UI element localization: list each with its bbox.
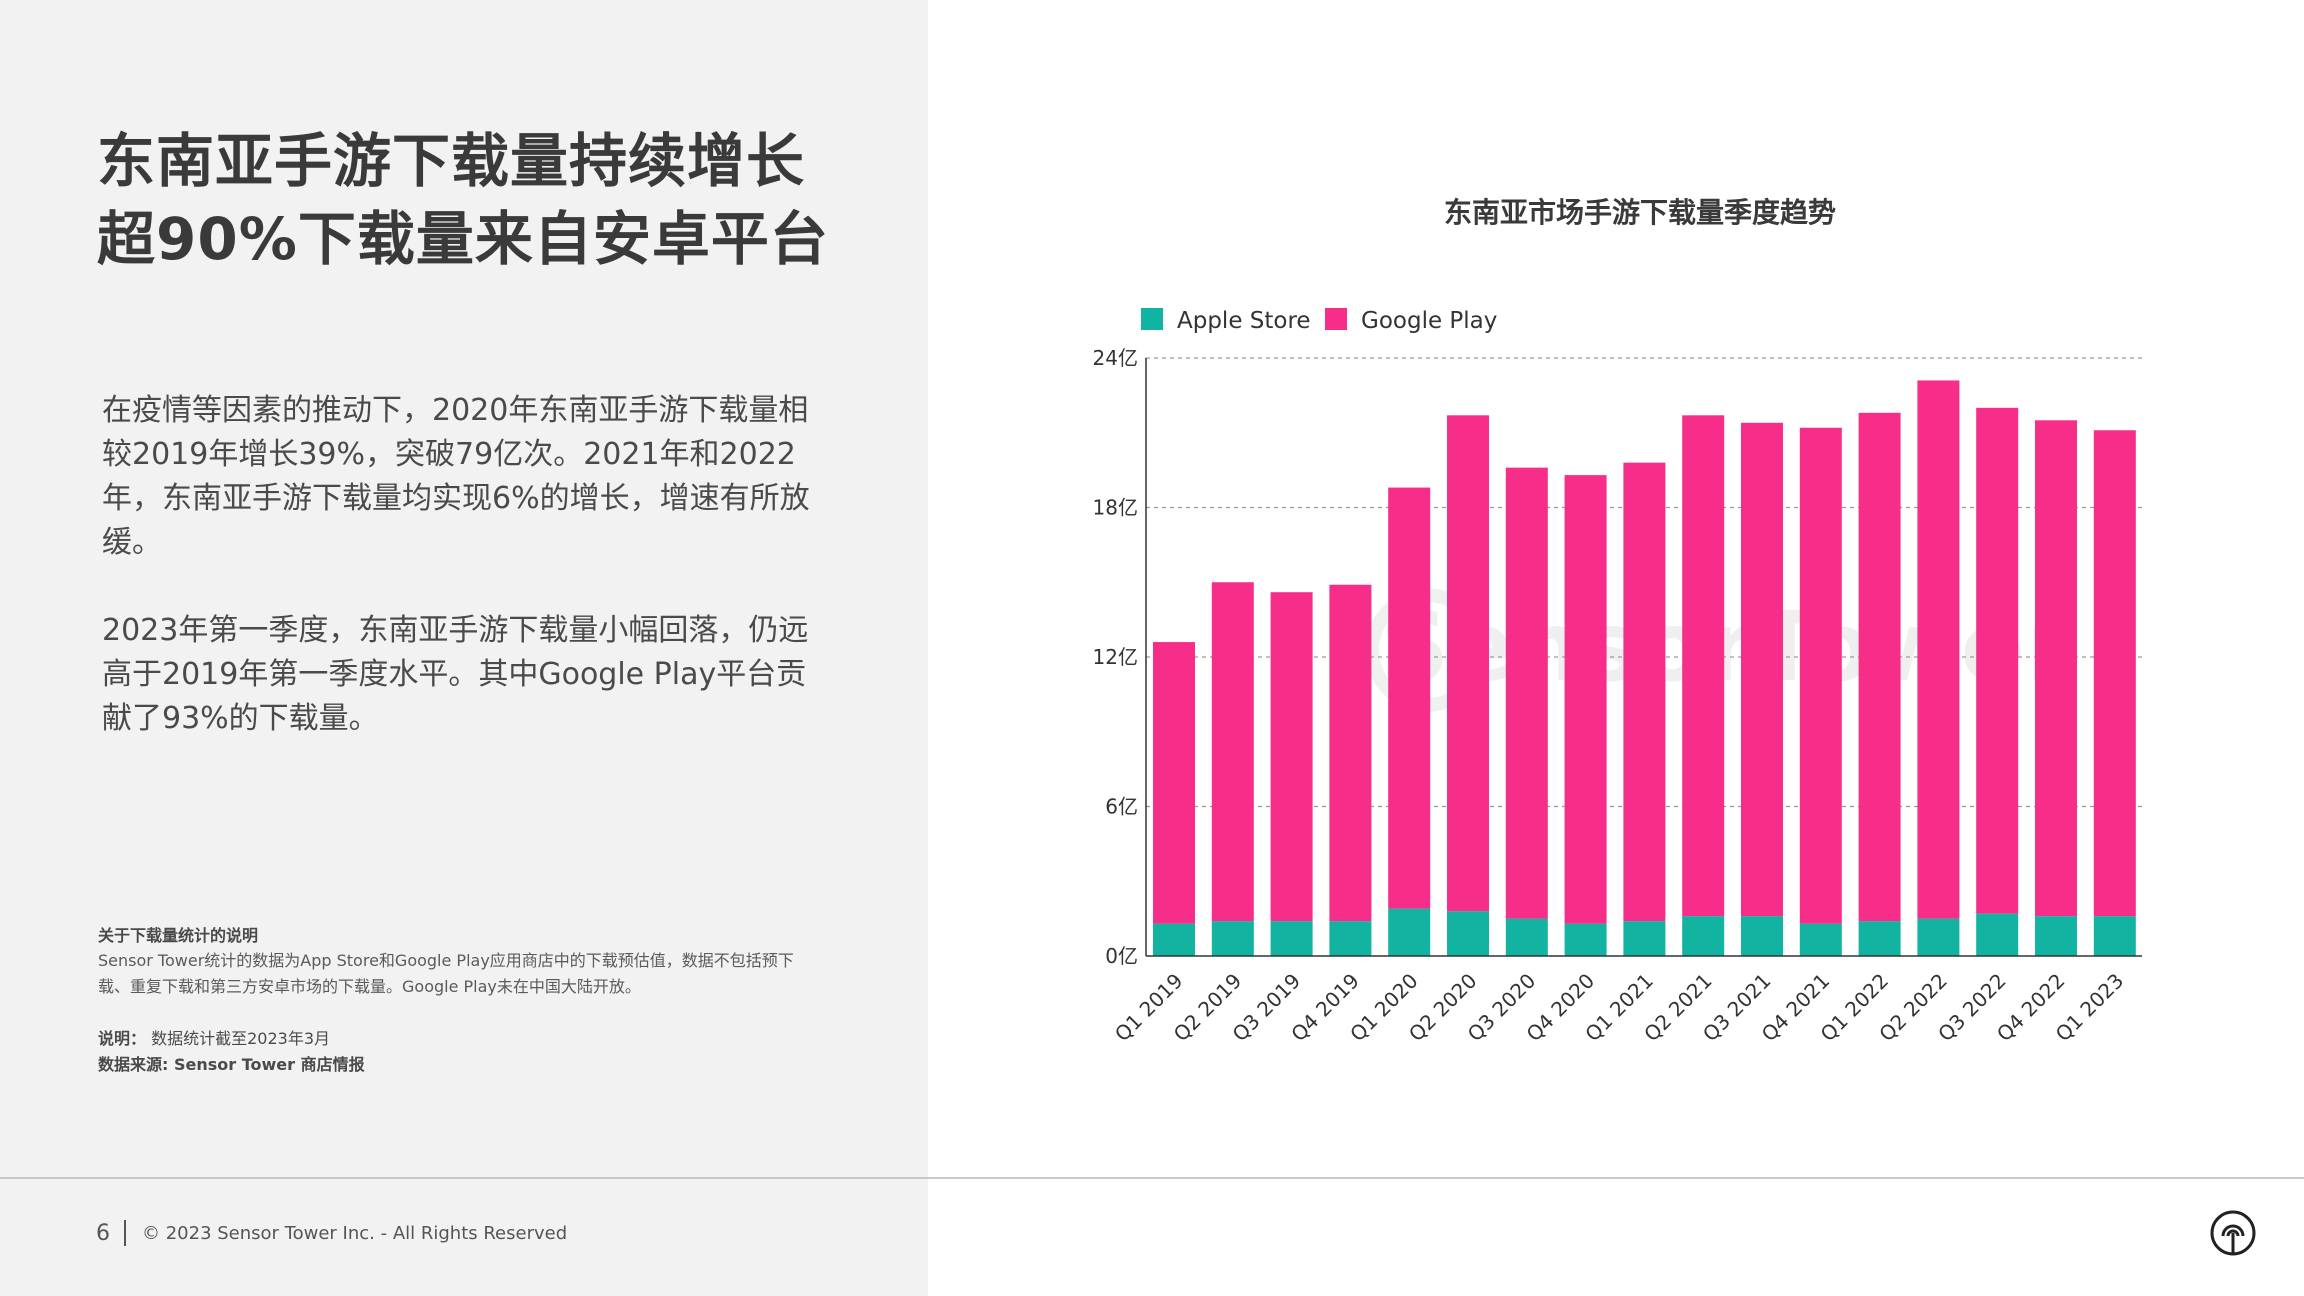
bar-google-play [1799, 427, 1842, 924]
bar-apple-store [2035, 916, 2077, 956]
body-paragraph-1: 在疫情等因素的推动下，2020年东南亚手游下载量相较2019年增长39%，突破7… [102, 393, 810, 560]
y-axis-labels: 0亿 6亿 12亿 18亿 24亿 [1093, 346, 1138, 968]
data-cutoff-label: 说明： [98, 1029, 147, 1048]
bar-google-play [1153, 642, 1195, 924]
data-source-note: 数据来源: Sensor Tower 商店情报 [98, 1051, 365, 1075]
bar-google-play [1741, 422, 1783, 917]
bar-apple-store [1153, 923, 1195, 956]
bar-google-play [1329, 584, 1372, 922]
y-tick-label: 18亿 [1093, 496, 1138, 520]
bar-google-play [1858, 412, 1901, 922]
data-cutoff-note: 说明： 数据统计截至2023年3月 [98, 1025, 330, 1049]
bar-google-play [1447, 415, 1489, 912]
bar-apple-store [1623, 921, 1666, 956]
data-source-label: 数据来源: Sensor Tower 商店情报 [98, 1055, 365, 1074]
legend-label-google-play: Google Play [1361, 308, 1497, 334]
chart-axes [1145, 358, 2142, 957]
bar-google-play [1388, 487, 1431, 909]
bar-apple-store [1741, 916, 1783, 956]
y-tick-label: 12亿 [1093, 645, 1138, 669]
y-tick-label: 0亿 [1105, 944, 1138, 968]
data-cutoff-value: 数据统计截至2023年3月 [151, 1029, 331, 1048]
y-tick-label: 6亿 [1105, 795, 1138, 819]
chart-title: 东南亚市场手游下载量季度趋势 [1444, 196, 1836, 229]
bar-apple-store [1388, 908, 1431, 956]
chart-legend: Apple Store Google Play [1141, 308, 1497, 334]
bar-apple-store [1211, 921, 1254, 956]
left-panel [0, 0, 928, 1296]
footer-divider [0, 1177, 2304, 1179]
download-trend-chart: 东南亚市场手游下载量季度趋势 Apple Store Google Play Se… [1093, 196, 2142, 1047]
bar-google-play [1623, 462, 1666, 922]
bar-apple-store [1270, 921, 1313, 956]
bar-google-play [1564, 475, 1607, 924]
bar-apple-store [1917, 918, 1960, 956]
page-title: 东南亚手游下载量持续增长 超90%下载量来自安卓平台 [97, 122, 897, 278]
page-title-line-2: 超90%下载量来自安卓平台 [97, 205, 829, 273]
bar-google-play [2093, 430, 2136, 917]
footer: 6 © 2023 Sensor Tower Inc. - All Rights … [96, 1220, 567, 1246]
bar-google-play [1211, 582, 1254, 922]
bar-apple-store [1976, 913, 2019, 956]
bar-apple-store [1682, 916, 1725, 956]
footer-separator [124, 1220, 126, 1246]
bar-apple-store [1799, 923, 1842, 956]
page-title-line-1: 东南亚手游下载量持续增长 [97, 127, 806, 195]
bar-google-play [1505, 467, 1548, 919]
legend-label-apple-store: Apple Store [1177, 308, 1311, 334]
bar-google-play [2035, 420, 2077, 917]
legend-swatch-google-play [1325, 308, 1347, 330]
y-tick-label: 24亿 [1093, 346, 1138, 370]
bar-apple-store [1858, 921, 1901, 956]
bar-apple-store [1505, 918, 1548, 956]
copyright-text: © 2023 Sensor Tower Inc. - All Rights Re… [142, 1222, 568, 1244]
notes-text: Sensor Tower统计的数据为App Store和Google Play应… [98, 951, 794, 996]
bar-google-play [1270, 592, 1313, 922]
notes-title: 关于下载量统计的说明 [98, 926, 259, 945]
body-paragraph-2: 2023年第一季度，东南亚手游下载量小幅回落，仍远高于2019年第一季度水平。其… [102, 613, 809, 736]
sensor-tower-logo-icon [2210, 1210, 2256, 1256]
bar-apple-store [1564, 923, 1607, 956]
bar-apple-store [1447, 911, 1489, 956]
bar-apple-store [1329, 921, 1372, 956]
bar-google-play [1682, 415, 1725, 917]
page-number: 6 [96, 1220, 110, 1246]
bar-google-play [1976, 407, 2019, 914]
legend-swatch-apple-store [1141, 308, 1163, 330]
bar-google-play [1917, 380, 1960, 919]
chart-bars [1153, 380, 2136, 956]
bar-apple-store [2093, 916, 2136, 956]
